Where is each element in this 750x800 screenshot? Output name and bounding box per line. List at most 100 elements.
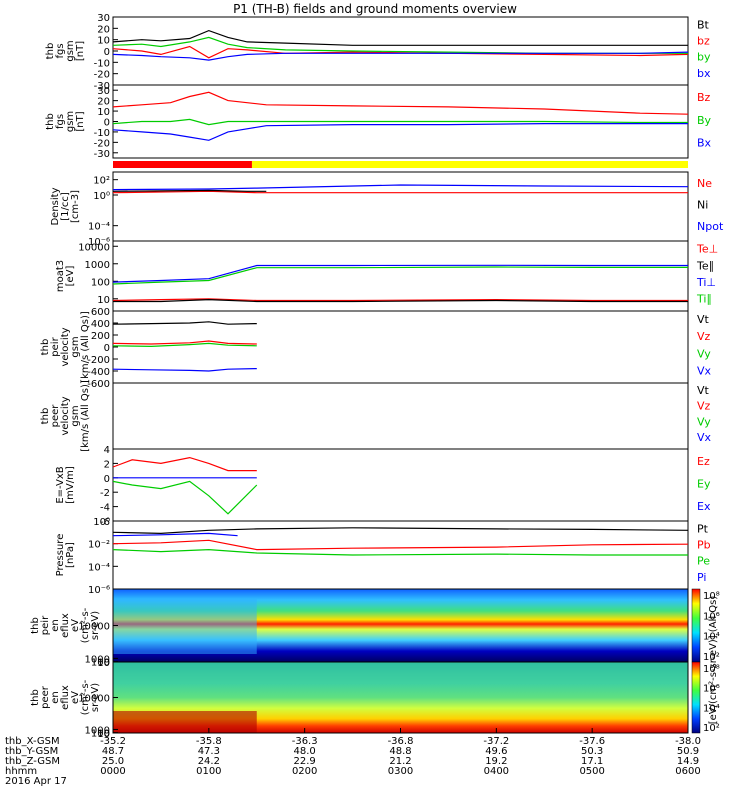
x-tick-label: 24.2	[198, 756, 220, 767]
series-line-Vz	[112, 340, 257, 345]
y-axis-label: sr-eV)	[90, 611, 101, 640]
legend-entry: By	[697, 114, 712, 127]
legend-entry: Vz	[697, 330, 711, 343]
colorbar-label: [eV/(cm²-s-sr-eV)] (All Qs)	[708, 596, 719, 725]
y-tick-label: 10⁰	[93, 517, 110, 528]
y-tick-label: 10	[97, 107, 110, 118]
panel-7: 4 2 0 -2 -4 -6 E=-VxB [mV/m] Ez Ey Ex	[55, 445, 711, 528]
date-label: 2016 Apr 17	[5, 776, 67, 787]
legend-entry: Pi	[697, 571, 706, 584]
y-axis-label: gsm	[65, 40, 76, 61]
x-tick-label: 47.3	[198, 746, 220, 757]
y-tick-label: -20	[94, 138, 110, 149]
series-line-By	[112, 118, 688, 126]
y-axis-label: eflux	[60, 685, 71, 710]
y-axis-label: Density	[50, 187, 61, 225]
y-tick-label: -2	[100, 488, 110, 499]
x-tick-label: 48.8	[389, 746, 411, 757]
x-tick-label: 0500	[579, 766, 604, 777]
legend-entry: Vt	[697, 384, 710, 397]
y-axis-label: en	[50, 691, 61, 704]
y-axis-label: (cm²-s-	[80, 679, 91, 715]
y-tick-label: 0	[104, 47, 110, 58]
y-axis-label: [1/cc]	[60, 192, 71, 221]
series-line-Ey	[112, 480, 258, 515]
y-axis-label: gsm	[70, 405, 81, 426]
y-tick-label: 100	[91, 277, 110, 288]
legend-entry: Ne	[697, 177, 712, 190]
x-tick-label: 50.3	[581, 746, 603, 757]
colorbar-tick-label: 10⁴	[703, 632, 720, 643]
x-axis-row-label: thb_X-GSM	[5, 736, 60, 747]
y-tick-label: -20	[94, 70, 110, 81]
x-tick-label: -36.8	[388, 736, 414, 747]
y-axis-label: peer	[40, 685, 51, 709]
x-tick-label: -37.6	[579, 736, 605, 747]
colorbar-tick-label: 10⁸	[703, 591, 720, 602]
legend-entry: Ex	[697, 500, 711, 513]
x-tick-label: 0000	[100, 766, 125, 777]
y-tick-label: 20	[97, 24, 110, 35]
y-tick-label: 10⁻²	[88, 540, 110, 551]
x-tick-label: 49.6	[485, 746, 507, 757]
series-line-Bt	[112, 29, 688, 46]
y-axis-label: (cm²-s-	[80, 607, 91, 643]
y-tick-label: 2	[104, 459, 110, 470]
y-tick-label: -200	[87, 355, 110, 366]
y-axis-label: [mV/m]	[65, 466, 76, 504]
y-axis-label: velocity	[60, 396, 71, 435]
y-axis-label: E=-VxB	[55, 466, 66, 503]
legend-entry: Npot	[697, 220, 724, 233]
series-line-Vx	[112, 368, 257, 372]
legend-entry: bx	[697, 67, 711, 80]
x-tick-label: 50.9	[677, 746, 699, 757]
x-tick-label: 17.1	[581, 756, 603, 767]
y-axis-label: thb	[40, 408, 51, 425]
y-tick-label: 10000	[78, 242, 110, 253]
colorbar-tick-label: 10²	[703, 652, 720, 663]
y-axis-label: gsm	[65, 111, 76, 132]
x-axis-row-label: thb_Y-GSM	[5, 746, 58, 757]
x-tick-label: -35.2	[100, 736, 126, 747]
y-axis-label: [cm-3]	[70, 190, 81, 223]
y-tick-label: 0	[104, 118, 110, 129]
spectrogram-early-region	[113, 711, 257, 733]
y-axis-label: [nT]	[75, 41, 86, 61]
y-tick-label: -6	[100, 517, 110, 528]
legend-entry: Ti∥	[696, 293, 712, 306]
legend-entry: Vx	[697, 431, 712, 444]
legend-entry: Vx	[697, 364, 712, 377]
y-tick-label: 10⁻⁶	[88, 585, 110, 596]
series-line-Ne	[112, 190, 688, 194]
y-tick-label: 4	[104, 445, 110, 456]
series-line-Pe	[112, 548, 688, 556]
legend-entry: Ti⊥	[696, 276, 716, 289]
y-axis-label: peir	[50, 336, 61, 356]
panel-frame	[112, 382, 689, 450]
y-tick-label: -600	[87, 379, 110, 390]
colorbar-tick-label: 10⁸	[703, 664, 720, 675]
y-axis-label: thb	[45, 113, 56, 130]
x-tick-label: 14.9	[677, 756, 699, 767]
y-tick-label: 10⁻⁶	[88, 237, 110, 248]
y-tick-label: 10²	[93, 176, 110, 187]
panel-4: 10000 1000 100 10 moat3 [eV] Te⊥ Te∥ Ti⊥ Ti∥	[55, 240, 718, 312]
colorbar-tick-label: 10⁴	[703, 703, 720, 714]
y-tick-label: 400	[91, 319, 110, 330]
series-line-Ni	[112, 189, 267, 192]
y-axis-label: eV	[70, 691, 81, 704]
colorbar	[691, 661, 701, 734]
x-tick-label: 22.9	[294, 756, 316, 767]
panel-6: thb peer velocity gsm [km/s (All Qs)] Vt Vz Vy V…	[40, 380, 712, 452]
y-axis-label: [nT]	[75, 111, 86, 131]
y-axis-label: [km/s (All Qs)]	[80, 311, 91, 383]
legend-entry: Bz	[697, 91, 711, 104]
x-tick-label: 48.0	[294, 746, 316, 757]
y-tick-label: 1000	[85, 260, 110, 271]
x-tick-label: 0300	[388, 766, 413, 777]
series-line-Ti∥	[112, 266, 688, 285]
legend-entry: Vy	[697, 347, 711, 360]
y-tick-label: 10	[97, 295, 110, 306]
series-line-Pt	[112, 527, 689, 535]
